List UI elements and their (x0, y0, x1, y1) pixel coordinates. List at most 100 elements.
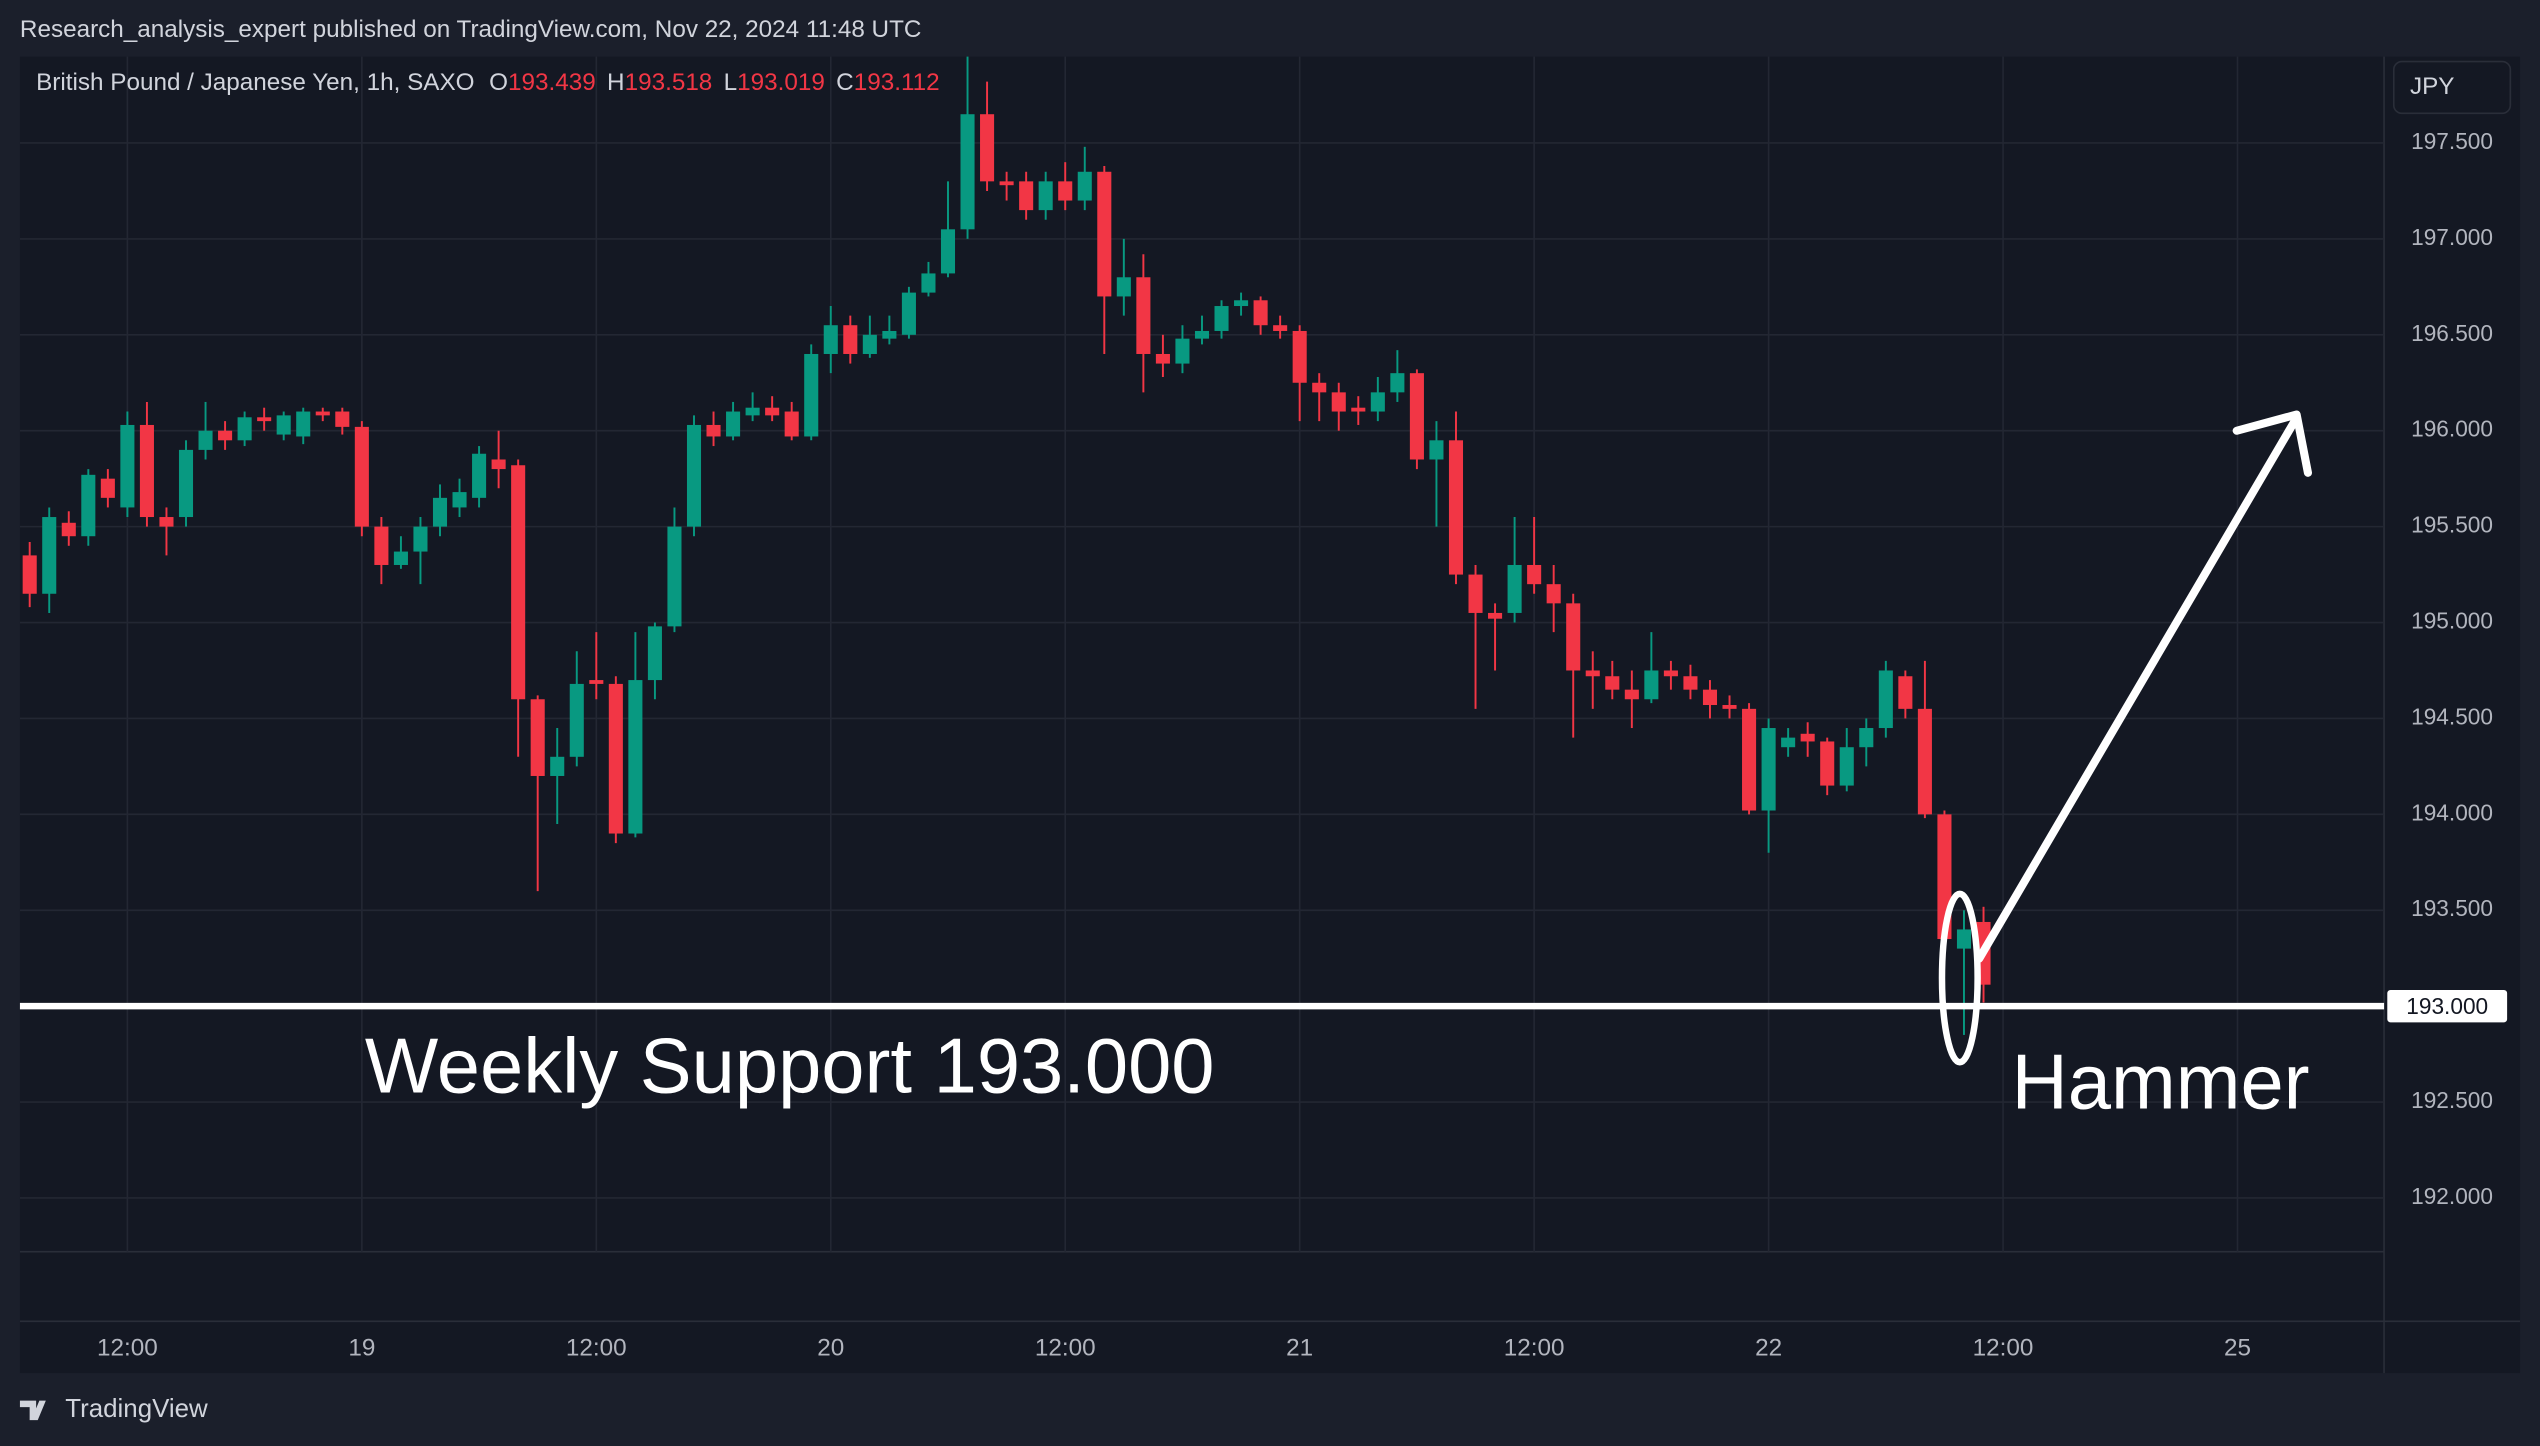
candle-body (1448, 440, 1464, 575)
legend-value: 193.518 (625, 70, 713, 97)
candle-body (1839, 747, 1854, 786)
candle-body (550, 756, 565, 776)
candle-body (296, 411, 311, 437)
candle-body (823, 325, 838, 354)
currency[interactable]: JPY (2410, 73, 2455, 100)
y-tick-label: 195.500 (2411, 512, 2493, 538)
y-tick-label: 197.000 (2411, 224, 2493, 250)
x-tick-label: 12:00 (566, 1334, 627, 1361)
candle-body (745, 407, 760, 416)
y-tick-label: 193.500 (2411, 895, 2493, 921)
currency-box[interactable] (2392, 60, 2512, 115)
candle-body (1878, 670, 1893, 729)
candle-body (218, 430, 233, 441)
legend-label: C (836, 70, 854, 97)
candle-body (921, 273, 936, 293)
candle-body (452, 492, 467, 508)
x-tick-label: 20 (817, 1334, 844, 1361)
legend-label: O (489, 70, 508, 97)
candle-body (1019, 181, 1034, 211)
candle-body (315, 411, 330, 416)
candle-body (1331, 392, 1346, 412)
legend-value: 193.439 (508, 70, 596, 97)
legend-value: 193.019 (737, 70, 825, 97)
candle-body (589, 680, 604, 684)
candle-body (1546, 584, 1561, 604)
candle-body (1800, 733, 1815, 742)
candle-body (432, 497, 448, 527)
x-tick-label: 12:00 (97, 1334, 158, 1361)
y-tick-label: 195.000 (2411, 608, 2493, 634)
candle-body (1136, 277, 1151, 354)
candle-body (257, 417, 272, 422)
candle-body (1312, 382, 1327, 393)
candle-body (413, 526, 428, 552)
candle-body (999, 181, 1014, 186)
candle-body (139, 424, 154, 518)
candle-body (1722, 705, 1737, 709)
y-tick-label: 194.000 (2411, 799, 2493, 825)
legend-label: L (724, 70, 738, 97)
candle-body (81, 474, 96, 537)
candle-body (686, 424, 702, 527)
candle-body (882, 330, 897, 339)
y-tick-label: 196.500 (2411, 320, 2493, 346)
candle-body (1155, 353, 1170, 364)
legend-value: 193.112 (854, 70, 940, 97)
candle-body (608, 683, 623, 834)
candle-body (706, 424, 721, 437)
candle-body (901, 292, 916, 335)
price-label: 193.000 (2406, 993, 2488, 1019)
candle-body (472, 453, 487, 498)
candle-body (276, 415, 291, 435)
candle-body (198, 430, 213, 450)
chart-panel (19, 56, 2521, 1374)
candle-body (1409, 373, 1424, 460)
candle-body (61, 522, 76, 537)
candle-body (726, 411, 741, 437)
candle-body (1761, 728, 1776, 811)
candle-body (1370, 392, 1385, 412)
x-tick-label: 12:00 (1035, 1334, 1096, 1361)
candle-body (1273, 325, 1288, 331)
publisher-header: Research_analysis_expert published on Tr… (20, 16, 922, 43)
y-tick-label: 196.000 (2411, 416, 2493, 442)
candle-body (980, 114, 995, 182)
arrow (1975, 410, 2312, 963)
candle-body (1527, 564, 1542, 585)
candle-body (1351, 407, 1366, 412)
x-tick-label: 12:00 (1504, 1334, 1565, 1361)
candle-body (335, 411, 350, 427)
candle-body (22, 555, 37, 594)
candle-body (1566, 603, 1581, 671)
candle-body (1292, 330, 1307, 383)
x-tick-label: 12:00 (1973, 1334, 2034, 1361)
candle-body (1859, 728, 1874, 748)
brand-logo (19, 1400, 46, 1421)
candle-body (393, 551, 408, 565)
candle-body (1488, 612, 1503, 619)
candle-body (354, 426, 369, 527)
candle-body (1429, 440, 1444, 460)
candle-body (1097, 171, 1112, 297)
candle-body (1507, 564, 1522, 613)
candle-body (1077, 171, 1092, 201)
y-tick-label: 192.000 (2411, 1183, 2493, 1209)
candle-body (940, 229, 956, 274)
candle-body (1956, 929, 1972, 949)
candle-body (1820, 741, 1835, 786)
hammer-highlight (1938, 890, 1981, 1066)
legend-label: H (607, 70, 625, 97)
candle-body (1917, 708, 1932, 815)
candle-body (1468, 574, 1483, 613)
candle-body (42, 517, 57, 594)
candle-body (1214, 306, 1229, 331)
candle-body (1702, 689, 1718, 706)
x-tick-label: 22 (1755, 1334, 1782, 1361)
y-tick-label: 194.500 (2411, 703, 2493, 729)
candle-body (1038, 181, 1053, 211)
candle-body (804, 353, 819, 437)
candle-body (628, 680, 643, 834)
legend: British Pound / Japanese Yen, 1h, SAXO O1… (36, 70, 940, 97)
brand: TradingView (65, 1395, 208, 1423)
